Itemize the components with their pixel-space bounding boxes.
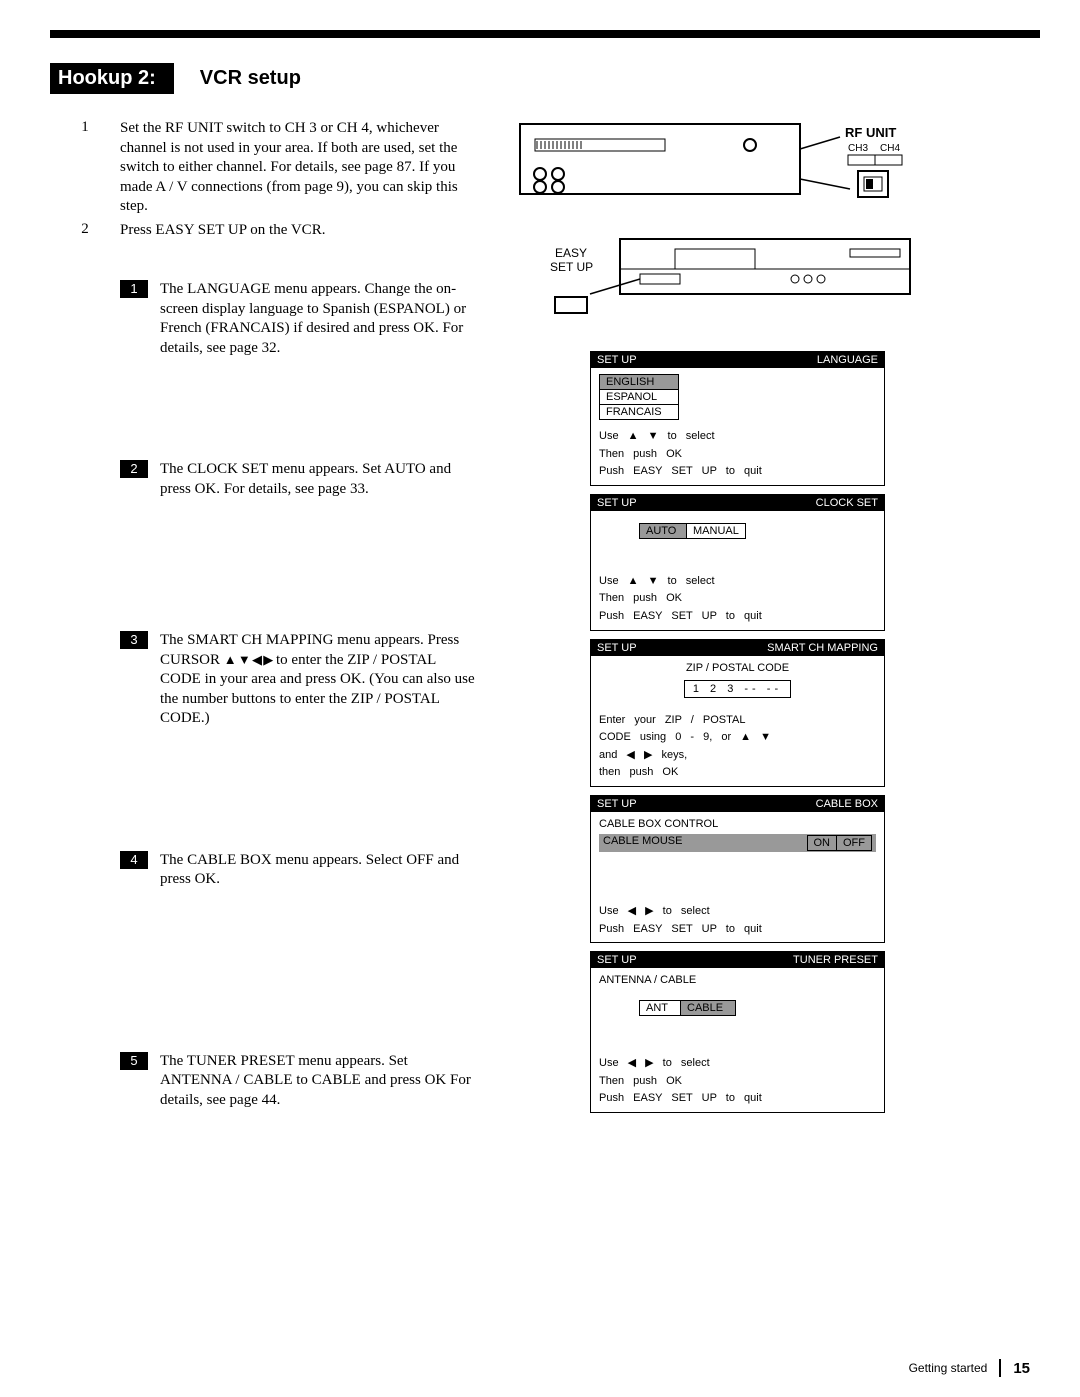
osd-tuner: SET UP TUNER PRESET ANTENNA / CABLE ANT … — [590, 951, 885, 1113]
cable-mouse-row: CABLE MOUSE ON OFF — [599, 834, 876, 852]
osd-option: ENGLISH — [599, 374, 679, 390]
substep-number: 1 — [120, 280, 148, 298]
up-down-icon: ▲ ▼ — [628, 430, 659, 442]
substep: 2 The CLOCK SET menu appears. Set AUTO a… — [120, 460, 480, 499]
zip-value: 1 2 3 -- -- — [684, 680, 791, 698]
osd-setup-label: SET UP — [597, 354, 637, 366]
main-step: 1 Set the RF UNIT switch to CH 3 or CH 4… — [50, 119, 480, 217]
main-step: 2 Press EASY SET UP on the VCR. — [50, 221, 480, 241]
osd-hint: Use ◀ ▶ to select Push EASY SET UP to qu… — [599, 903, 876, 938]
cursor-arrows-icon: ▲ ▼ ◀ ▶ — [224, 652, 272, 667]
osd-cable: SET UP CABLE BOX CABLE BOX CONTROL CABLE… — [590, 795, 885, 943]
section-heading: Hookup 2: VCR setup — [50, 63, 1040, 94]
osd-option: ANT — [639, 1000, 681, 1016]
setup-label: SET UP — [550, 260, 593, 274]
osd-clock: SET UP CLOCK SET AUTO MANUAL Use ▲ ▼ to … — [590, 494, 885, 631]
step-number: 2 — [50, 221, 120, 241]
left-right-icon: ◀ ▶ — [628, 1057, 654, 1069]
up-down-icon: ▲ ▼ — [731, 731, 771, 743]
easy-label: EASY — [555, 246, 587, 260]
substep: 1 The LANGUAGE menu appears. Change the … — [120, 280, 480, 358]
heading-title: VCR setup — [174, 67, 301, 90]
substep-number: 3 — [120, 631, 148, 649]
heading-prefix: Hookup 2: — [50, 63, 174, 94]
substep: 3 The SMART CH MAPPING menu appears. Pre… — [120, 631, 480, 729]
page-number: 15 — [1013, 1360, 1030, 1377]
cable-sub: CABLE BOX CONTROL — [599, 818, 876, 830]
osd-option: OFF — [837, 835, 872, 851]
step-text: Press EASY SET UP on the VCR. — [120, 221, 480, 241]
top-rule — [50, 30, 1040, 38]
vcr-diagram: RF UNIT CH3 CH4 EASY SET — [510, 119, 1040, 329]
osd-option: CABLE — [681, 1000, 736, 1016]
substep-text: The SMART CH MAPPING menu appears. Press… — [160, 631, 480, 729]
osd-title: CLOCK SET — [816, 497, 878, 509]
substep-text: The LANGUAGE menu appears. Change the on… — [160, 280, 480, 358]
zip-label: ZIP / POSTAL CODE — [599, 662, 876, 674]
osd-option: ESPANOL — [599, 390, 679, 405]
left-right-icon: ◀ ▶ — [628, 905, 654, 917]
osd-hint: Use ▲ ▼ to select Then push OK Push EASY… — [599, 573, 876, 626]
substep-number: 5 — [120, 1052, 148, 1070]
osd-setup-label: SET UP — [597, 798, 637, 810]
osd-setup-label: SET UP — [597, 642, 637, 654]
up-down-icon: ▲ ▼ — [628, 575, 659, 587]
substep-text: The CLOCK SET menu appears. Set AUTO and… — [160, 460, 480, 499]
footer-divider — [999, 1359, 1001, 1377]
osd-option: MANUAL — [687, 523, 746, 539]
substep-number: 4 — [120, 851, 148, 869]
step-text: Set the RF UNIT switch to CH 3 or CH 4, … — [120, 119, 480, 217]
osd-title: TUNER PRESET — [793, 954, 878, 966]
osd-option: ON — [807, 835, 838, 851]
osd-hint: Enter your ZIP / POSTAL CODE using 0 - 9… — [599, 712, 876, 782]
ch4-label: CH4 — [880, 143, 900, 154]
osd-hint: Use ◀ ▶ to select Then push OK Push EASY… — [599, 1055, 876, 1108]
left-column: 1 Set the RF UNIT switch to CH 3 or CH 4… — [50, 119, 480, 1122]
osd-option: AUTO — [639, 523, 687, 539]
osd-title: CABLE BOX — [816, 798, 878, 810]
left-right-icon: ◀ ▶ — [626, 749, 652, 761]
substep-text: The TUNER PRESET menu appears. Set ANTEN… — [160, 1052, 480, 1111]
tuner-sub: ANTENNA / CABLE — [599, 974, 876, 986]
rf-unit-label: RF UNIT — [845, 125, 896, 140]
footer-section: Getting started — [909, 1361, 988, 1375]
osd-title: SMART CH MAPPING — [767, 642, 878, 654]
osd-setup-label: SET UP — [597, 954, 637, 966]
step-number: 1 — [50, 119, 120, 217]
osd-smart: SET UP SMART CH MAPPING ZIP / POSTAL COD… — [590, 639, 885, 787]
osd-title: LANGUAGE — [817, 354, 878, 366]
substep: 5 The TUNER PRESET menu appears. Set ANT… — [120, 1052, 480, 1111]
page-footer: Getting started 15 — [909, 1359, 1030, 1377]
substep-number: 2 — [120, 460, 148, 478]
ch3-label: CH3 — [848, 143, 868, 154]
osd-hint: Use ▲ ▼ to select Then push OK Push EASY… — [599, 428, 876, 481]
osd-language: SET UP LANGUAGE ENGLISH ESPANOL FRANCAIS… — [590, 351, 885, 486]
osd-setup-label: SET UP — [597, 497, 637, 509]
substep: 4 The CABLE BOX menu appears. Select OFF… — [120, 851, 480, 890]
right-column: RF UNIT CH3 CH4 EASY SET — [510, 119, 1040, 1122]
substep-text: The CABLE BOX menu appears. Select OFF a… — [160, 851, 480, 890]
osd-option: FRANCAIS — [599, 405, 679, 420]
